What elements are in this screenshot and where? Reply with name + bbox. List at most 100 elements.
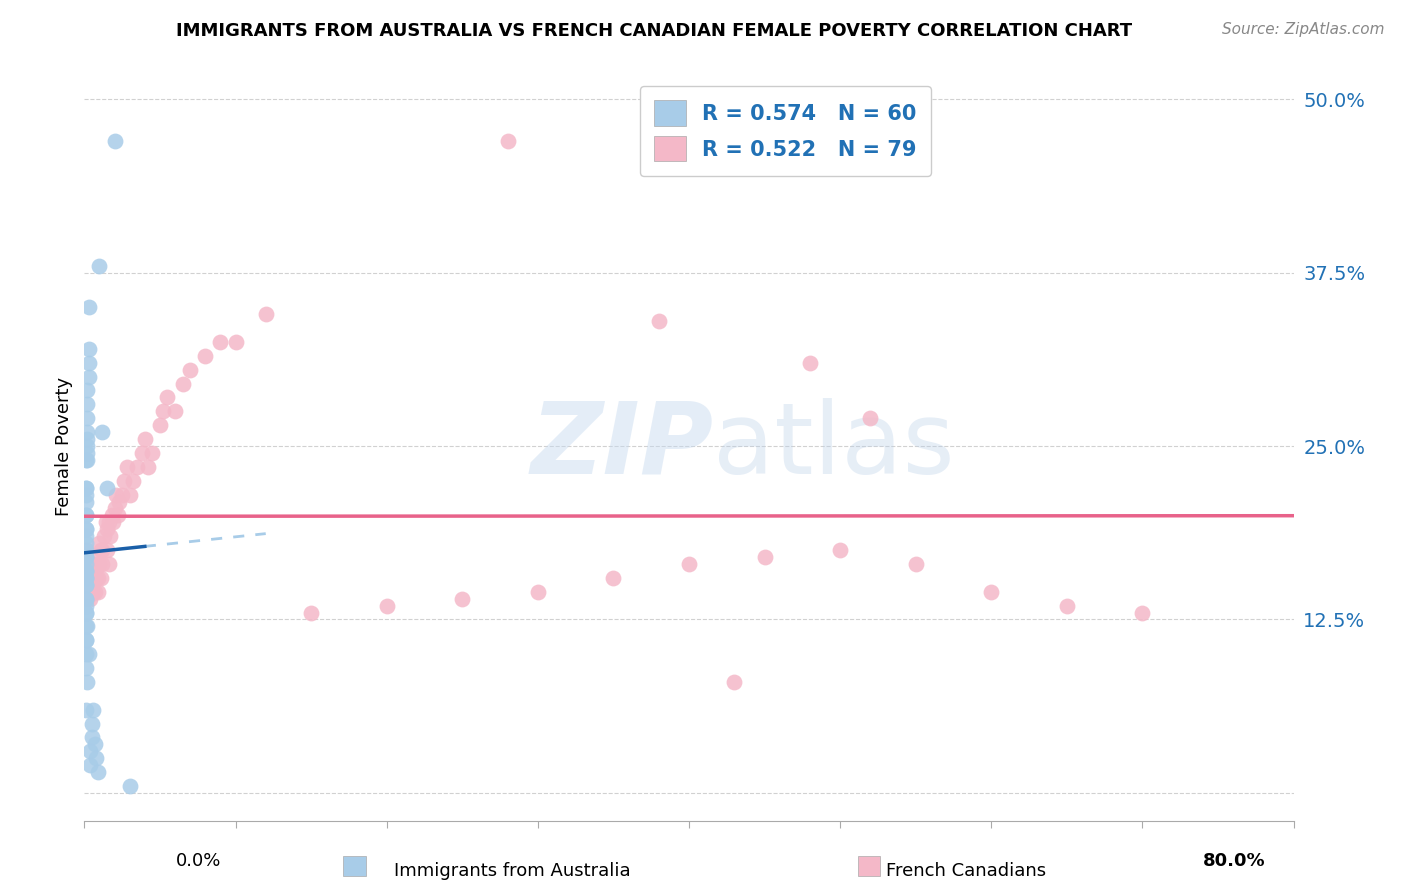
Point	[172, 376, 194, 391]
Point	[77, 342, 100, 356]
Point	[75, 633, 97, 648]
Point	[86, 549, 108, 564]
Point	[98, 529, 121, 543]
Point	[79, 744, 101, 758]
Point	[115, 459, 138, 474]
Point	[91, 557, 114, 571]
Point	[76, 425, 98, 439]
Point	[678, 557, 700, 571]
Point	[75, 599, 97, 613]
Y-axis label: Female Poverty: Female Poverty	[55, 376, 73, 516]
Point	[76, 453, 98, 467]
Point	[111, 487, 134, 501]
Text: Immigrants from Australia: Immigrants from Australia	[394, 863, 630, 880]
Point	[75, 543, 97, 558]
Point	[84, 737, 107, 751]
Point	[149, 418, 172, 433]
Point	[121, 474, 143, 488]
Point	[107, 508, 129, 523]
Point	[723, 674, 745, 689]
Point	[75, 619, 97, 633]
Point	[830, 543, 852, 558]
Point	[87, 571, 110, 585]
Point	[194, 349, 217, 363]
Point	[75, 487, 97, 501]
Point	[82, 703, 104, 717]
Point	[904, 557, 927, 571]
Point	[75, 508, 97, 523]
Point	[96, 481, 118, 495]
Point	[648, 314, 671, 328]
Text: IMMIGRANTS FROM AUSTRALIA VS FRENCH CANADIAN FEMALE POVERTY CORRELATION CHART: IMMIGRANTS FROM AUSTRALIA VS FRENCH CANA…	[176, 22, 1132, 40]
Point	[75, 481, 97, 495]
Point	[75, 543, 97, 558]
Point	[375, 599, 398, 613]
Point	[105, 487, 128, 501]
Point	[96, 543, 118, 558]
Point	[79, 591, 101, 606]
Point	[82, 571, 104, 585]
Point	[89, 536, 111, 550]
Point	[859, 411, 882, 425]
Point	[209, 334, 232, 349]
Point	[75, 606, 97, 620]
Point	[75, 578, 97, 592]
Point	[77, 300, 100, 314]
Point	[118, 779, 141, 793]
Point	[80, 557, 103, 571]
Text: 0.0%: 0.0%	[176, 852, 221, 870]
Text: 80.0%: 80.0%	[1202, 852, 1265, 870]
Point	[76, 384, 98, 398]
Point	[76, 674, 98, 689]
Point	[80, 584, 103, 599]
Point	[79, 758, 101, 772]
Point	[87, 765, 110, 780]
Point	[86, 751, 108, 765]
Point	[980, 584, 1002, 599]
Point	[79, 571, 101, 585]
Point	[89, 557, 111, 571]
Point	[299, 606, 322, 620]
Point	[76, 543, 98, 558]
Point	[118, 487, 141, 501]
Point	[225, 334, 247, 349]
Point	[75, 508, 97, 523]
Point	[75, 647, 97, 661]
Point	[179, 362, 201, 376]
Point	[77, 647, 100, 661]
Point	[76, 397, 98, 411]
Point	[84, 564, 107, 578]
Point	[451, 591, 474, 606]
Point	[131, 446, 153, 460]
Point	[104, 501, 127, 516]
Point	[75, 606, 97, 620]
Point	[1130, 606, 1153, 620]
Point	[75, 591, 97, 606]
Point	[141, 446, 163, 460]
Point	[152, 404, 174, 418]
Point	[75, 571, 97, 585]
Point	[75, 481, 97, 495]
Point	[90, 571, 112, 585]
Point	[77, 356, 100, 370]
Text: atlas: atlas	[713, 398, 955, 494]
Text: ZIP: ZIP	[530, 398, 713, 494]
Point	[75, 529, 97, 543]
Point	[77, 557, 100, 571]
Legend: R = 0.574   N = 60, R = 0.522   N = 79: R = 0.574 N = 60, R = 0.522 N = 79	[640, 86, 931, 176]
Point	[75, 557, 97, 571]
Point	[136, 459, 159, 474]
Point	[1056, 599, 1078, 613]
Point	[75, 661, 97, 675]
Point	[76, 439, 98, 453]
Point	[799, 356, 821, 370]
Point	[75, 633, 97, 648]
Point	[89, 259, 111, 273]
Point	[75, 703, 97, 717]
Point	[602, 571, 624, 585]
Point	[77, 584, 100, 599]
Point	[100, 508, 122, 523]
Point	[75, 494, 97, 508]
Point	[76, 591, 98, 606]
Point	[75, 549, 97, 564]
